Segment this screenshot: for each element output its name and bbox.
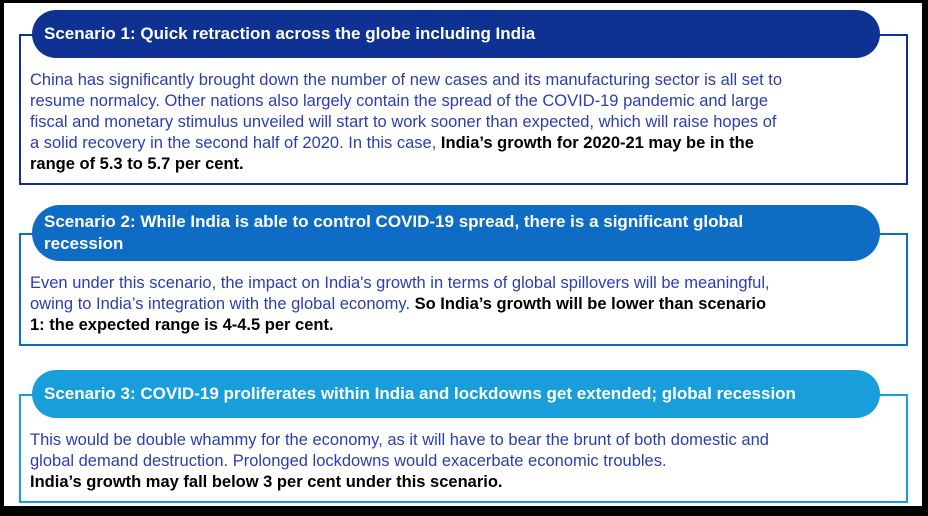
scenario-2-header: Scenario 2: While India is able to contr… [32, 205, 880, 261]
scenario-1-title: Scenario 1: Quick retraction across the … [44, 24, 536, 43]
scenario-1-body: China has significantly brought down the… [30, 71, 783, 173]
scenario-2-body: Even under this scenario, the impact on … [30, 274, 770, 334]
scenario-3-title: Scenario 3: COVID-19 proliferates within… [44, 384, 796, 403]
scenario-2-title: Scenario 2: While India is able to contr… [44, 212, 744, 253]
scenario-1-section: Scenario 1: Quick retraction across the … [19, 10, 908, 185]
scenario-3-body: This would be double whammy for the econ… [30, 431, 769, 491]
scenario-2-section: Scenario 2: While India is able to contr… [19, 205, 908, 346]
page-content: Scenario 1: Quick retraction across the … [4, 3, 922, 503]
scenario-3-section: Scenario 3: COVID-19 proliferates within… [19, 370, 908, 503]
scenario-3-header: Scenario 3: COVID-19 proliferates within… [32, 370, 880, 418]
scenario-1-header: Scenario 1: Quick retraction across the … [32, 10, 880, 58]
